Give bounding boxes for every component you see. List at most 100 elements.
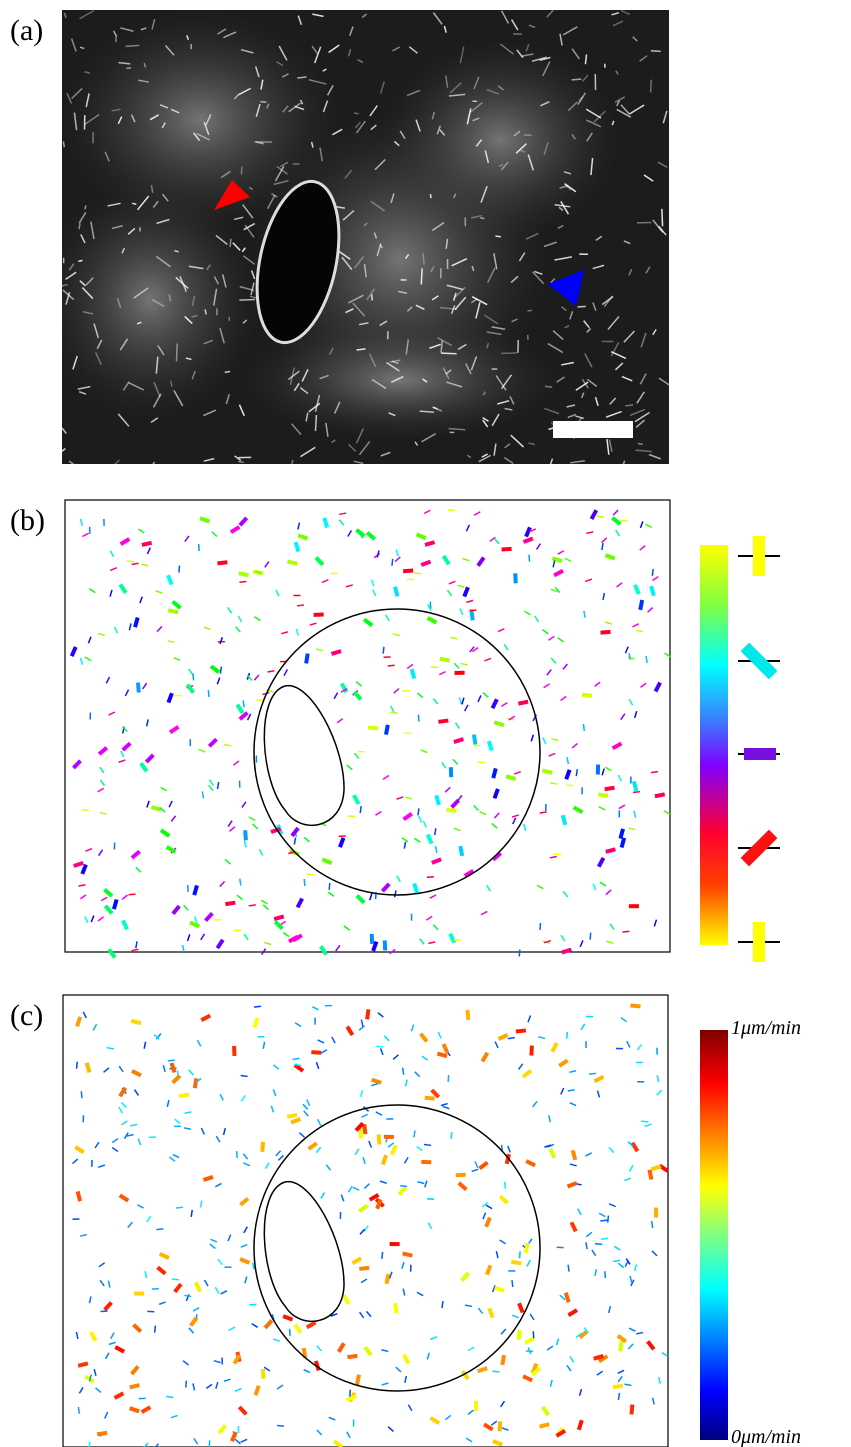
dash	[639, 521, 644, 529]
fiber-streak	[452, 292, 457, 301]
dash	[167, 640, 175, 643]
fiber-streak	[586, 327, 592, 333]
dash	[118, 583, 128, 594]
fiber-streak	[583, 320, 590, 329]
dash	[143, 1041, 147, 1049]
dash	[352, 690, 363, 701]
dash	[487, 1307, 495, 1319]
dash	[469, 610, 475, 621]
dash	[550, 657, 557, 664]
dash	[302, 1103, 309, 1110]
dash	[605, 847, 616, 854]
dash	[88, 1441, 91, 1447]
dash	[434, 794, 441, 806]
dash	[501, 546, 512, 552]
fiber-streak	[313, 46, 322, 64]
fiber-streak	[499, 43, 514, 55]
dash	[252, 823, 259, 830]
dash	[234, 1388, 242, 1393]
dash	[369, 893, 373, 901]
dash	[84, 656, 92, 662]
dash	[190, 1209, 193, 1217]
dash	[627, 1141, 634, 1147]
fiber-streak	[68, 460, 75, 464]
dash	[633, 1264, 638, 1272]
fiber-streak	[543, 141, 549, 156]
dash	[493, 537, 500, 545]
fiber-streak	[436, 125, 442, 135]
dash	[622, 930, 630, 933]
dash	[426, 616, 438, 625]
fiber-streak	[374, 158, 386, 171]
dash	[429, 1416, 441, 1425]
fiber-streak	[223, 31, 237, 39]
dash	[343, 925, 351, 931]
fiber-streak	[255, 103, 261, 118]
dash	[77, 1361, 89, 1368]
dash	[273, 920, 284, 931]
dash	[167, 1059, 175, 1062]
dash	[363, 1183, 370, 1190]
dash	[530, 734, 535, 742]
dash	[200, 933, 206, 941]
dash	[392, 1054, 399, 1060]
dash	[184, 535, 190, 542]
dash	[359, 1090, 364, 1098]
fiber-streak	[117, 413, 130, 427]
dash	[238, 516, 249, 527]
dash	[429, 894, 437, 899]
fiber-streak	[450, 305, 456, 315]
dash	[239, 878, 242, 886]
dash	[317, 1039, 325, 1044]
fiber-streak	[486, 267, 496, 283]
dash	[332, 1439, 344, 1447]
dash	[395, 549, 400, 557]
dash	[166, 574, 174, 586]
fiber-streak	[390, 193, 395, 204]
dash	[80, 1091, 83, 1099]
dash	[297, 533, 309, 541]
fiber-streak	[278, 45, 288, 61]
dash	[165, 845, 177, 854]
dash	[628, 1327, 636, 1332]
dash	[189, 1316, 199, 1327]
fiber-streak	[586, 378, 598, 388]
dash	[535, 543, 542, 550]
dash	[513, 770, 522, 775]
fiber-streak	[85, 277, 94, 286]
fiber-streak	[84, 113, 100, 126]
fiber-streak	[239, 285, 255, 292]
dash	[541, 768, 553, 775]
fiber-streak	[369, 105, 378, 117]
dash	[331, 1036, 336, 1044]
dash	[303, 1110, 309, 1117]
dash	[294, 1022, 302, 1028]
fiber-streak	[203, 457, 215, 462]
dash	[315, 1146, 322, 1154]
fiber-streak	[248, 186, 254, 191]
dash	[162, 1064, 166, 1073]
dash	[156, 1265, 167, 1276]
dash	[262, 904, 269, 911]
fiber-streak	[480, 185, 488, 203]
dash	[138, 528, 145, 534]
dash	[384, 724, 390, 736]
dash	[111, 898, 119, 910]
dash	[581, 692, 593, 698]
dash	[379, 1048, 384, 1056]
fiber-streak	[331, 439, 336, 444]
fiber-streak	[168, 294, 172, 302]
dash	[346, 1431, 351, 1439]
dash	[337, 1342, 346, 1353]
fiber-streak	[622, 460, 626, 464]
fiber-streak	[170, 108, 180, 114]
dash	[79, 657, 84, 665]
fiber-streak	[78, 212, 87, 224]
fiber-streak	[563, 171, 572, 175]
dash	[264, 1162, 270, 1170]
dash	[111, 1137, 119, 1144]
dash	[103, 1301, 113, 1312]
dash	[548, 1147, 557, 1159]
dash	[440, 1102, 448, 1107]
fiber-streak	[243, 222, 256, 231]
